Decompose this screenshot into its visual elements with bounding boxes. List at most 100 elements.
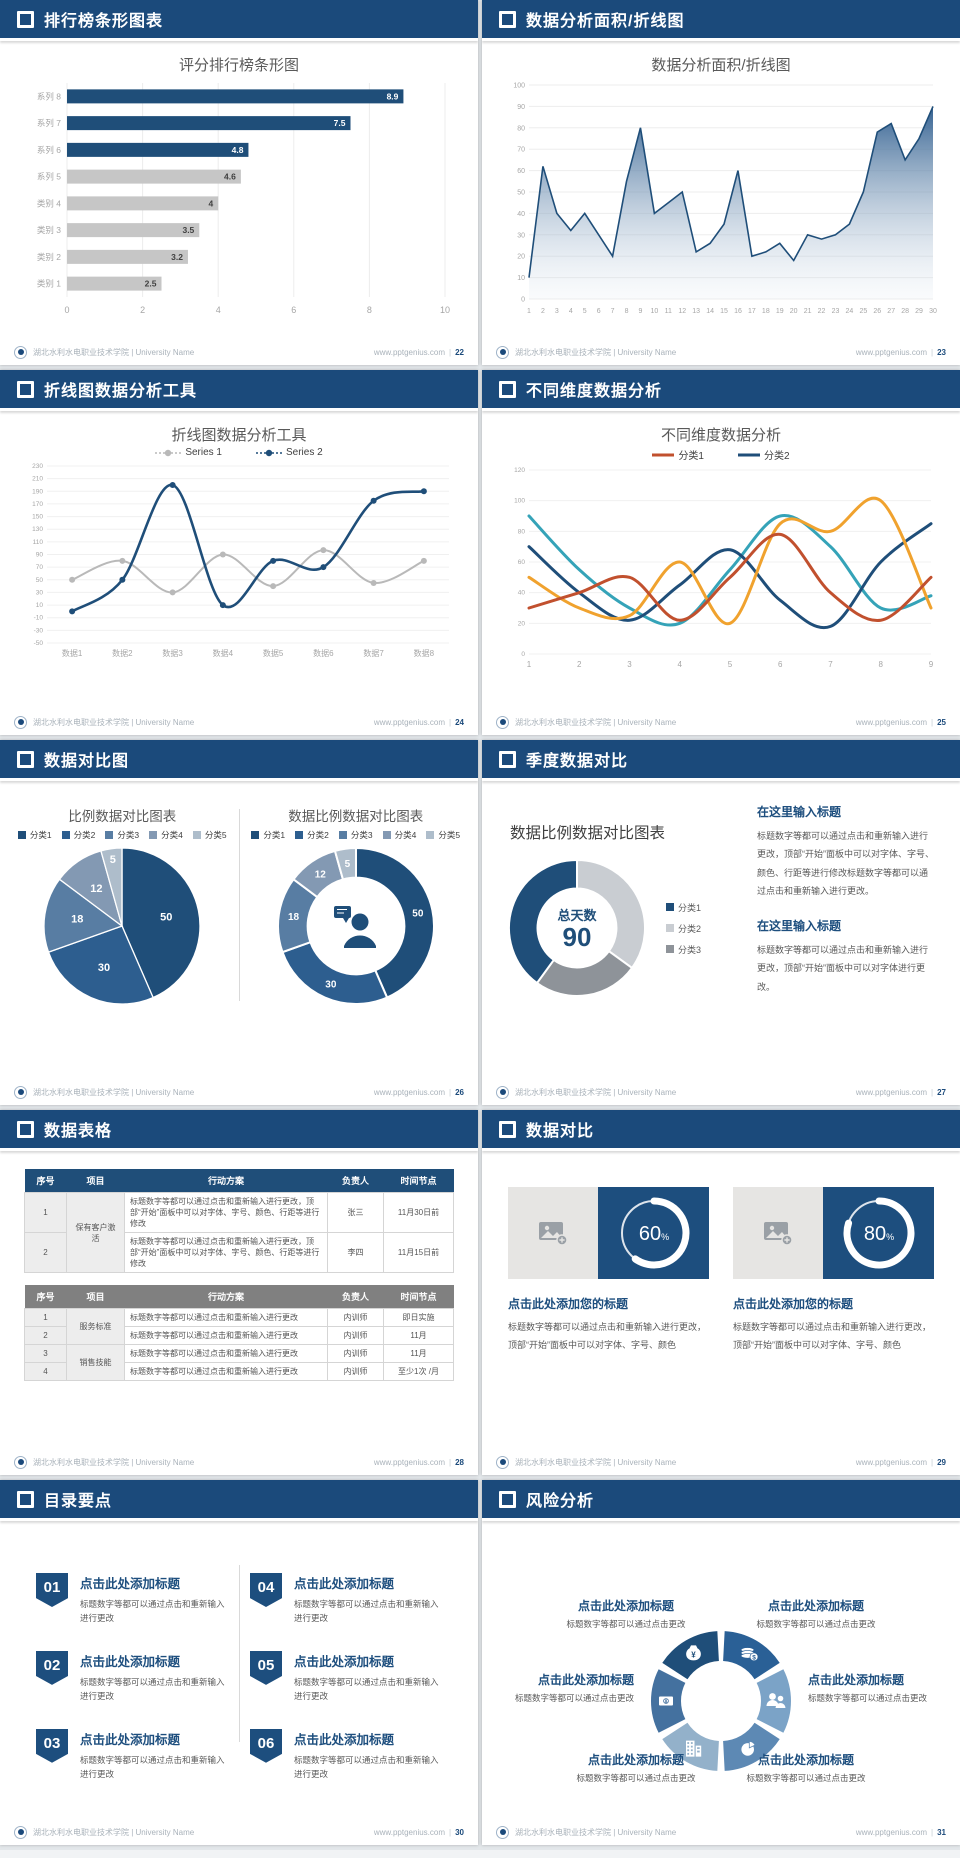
svg-text:24: 24 (846, 308, 854, 315)
page-number: 30 (455, 1827, 464, 1837)
slide-ranking-bar[interactable]: 排行榜条形图表 评分排行榜条形图 0 2 4 6 8 10 系列 8 8.9 系列 7 7.5 系列… (0, 0, 478, 365)
chart-legend: Series 1 Series 2 (0, 447, 478, 458)
svg-text:4: 4 (678, 660, 683, 669)
card-title: 点击此处添加您的标题 (508, 1297, 629, 1311)
svg-text:18: 18 (71, 914, 83, 926)
svg-text:210: 210 (32, 476, 43, 483)
slide-line-tool[interactable]: 折线图数据分析工具 折线图数据分析工具 Series 1 Series 2 230… (0, 370, 478, 735)
divider (238, 809, 240, 1001)
svg-text:3: 3 (555, 308, 559, 315)
svg-text:15: 15 (720, 308, 728, 315)
col-header: 时间节点 (383, 1285, 454, 1309)
square-bullet-icon (499, 1490, 516, 1508)
next-row-strip (0, 1850, 960, 1858)
card-title: 点击此处添加您的标题 (733, 1297, 854, 1311)
slide-progress-compare[interactable]: 数据对比 60% (482, 1110, 960, 1475)
progress-card: 80% 点击此处添加您的标题 标题数字等都可以通过点击和重新输入进行更改，顶部“… (733, 1187, 934, 1354)
coins-icon: $ (740, 1647, 759, 1661)
page-number: 25 (937, 717, 946, 727)
slide-title: 数据对比图 (44, 753, 130, 770)
svg-text:2: 2 (541, 308, 545, 315)
university-name: 湖北水利水电职业技术学院 | University Name (515, 347, 677, 357)
svg-text:90: 90 (36, 552, 44, 559)
website: www.pptgenius.com (855, 1087, 928, 1097)
slide-toc-points[interactable]: 目录要点 01 点击此处添加标题 标题数字等都可以通过点击和重新输入进行更改 0… (0, 1480, 478, 1845)
svg-text:23: 23 (832, 308, 840, 315)
number-badge: 06 (250, 1728, 282, 1763)
university-logo-icon (496, 715, 509, 729)
slide-footer: 湖北水利水电职业技术学院 | University Name www.pptge… (482, 709, 960, 735)
svg-text:30: 30 (98, 962, 110, 974)
risk-label: 点击此处添加标题 标题数字等都可以通过点击更改 (566, 1599, 686, 1629)
chart-title: 不同维度数据分析 (660, 427, 781, 444)
svg-text:数据3: 数据3 (162, 648, 183, 658)
pie-chart-icon (741, 1740, 756, 1756)
slide-multi-line[interactable]: 不同维度数据分析 不同维度数据分析 分类1 分类2 120 100 80 60 40 20 0… (482, 370, 960, 735)
slide-area-chart[interactable]: 数据分析面积/折线图 数据分析面积/折线图 0 10 20 30 40 50 60 70 80 9… (482, 0, 960, 365)
svg-text:2: 2 (577, 660, 582, 669)
svg-text:26: 26 (873, 308, 881, 315)
svg-text:70: 70 (36, 564, 44, 571)
legend-item: 分类4 (382, 829, 416, 841)
university-name: 湖北水利水电职业技术学院 | University Name (33, 347, 195, 357)
slide-data-tables[interactable]: 数据表格 序号 项目 行动方案 负责人 时间节点 1 保有客户激活 (0, 1110, 478, 1475)
university-logo-icon (496, 1455, 509, 1469)
col-header: 序号 (24, 1169, 67, 1193)
svg-text:20: 20 (518, 620, 526, 627)
card-body: 标题数字等都可以通过点击和重新输入进行更改，顶部“开始”面板中可以对字体、字号、… (508, 1322, 707, 1350)
svg-text:25: 25 (859, 308, 867, 315)
svg-text:-10: -10 (34, 615, 44, 622)
svg-text:¥: ¥ (664, 1699, 668, 1705)
toc-item: 01 点击此处添加标题 标题数字等都可以通过点击和重新输入进行更改 (36, 1573, 230, 1626)
risk-label: 点击此处添加标题 标题数字等都可以通过点击更改 (576, 1753, 696, 1783)
svg-text:8: 8 (625, 308, 629, 315)
slide-risk-analysis[interactable]: 风险分析 ¥ $ ¥ 点击此处添加标题 标题数字等都可以通过点击更改 点击此处添加标… (482, 1480, 960, 1845)
svg-text:1: 1 (527, 660, 532, 669)
svg-text:4.6: 4.6 (224, 172, 236, 182)
toc-title: 点击此处添加标题 (80, 1654, 181, 1669)
svg-text:90: 90 (563, 922, 592, 952)
toc-item: 05 点击此处添加标题 标题数字等都可以通过点击和重新输入进行更改 (250, 1650, 444, 1704)
block-body: 标题数字等都可以通过点击和重新输入进行更改，顶部“开始”面板中可以对字体进行更改… (757, 944, 929, 992)
legend-item: 分类5 (192, 829, 227, 841)
block-title: 在这里输入标题 (757, 918, 842, 933)
cash-icon: ¥ (659, 1696, 673, 1706)
svg-text:30: 30 (325, 979, 337, 990)
website: www.pptgenius.com (373, 1457, 446, 1467)
pie-chart: 50 30 18 12 5 (6, 841, 239, 1011)
slide-title: 数据分析面积/折线图 (526, 13, 685, 30)
svg-text:11: 11 (665, 308, 672, 315)
divider (239, 1565, 240, 1742)
legend-item: Series 1 (155, 447, 222, 458)
svg-text:8.9: 8.9 (387, 91, 399, 101)
svg-text:130: 130 (32, 526, 43, 533)
donut-panel: 数据比例数据对比图表 分类1 分类2 分类3 分类4 分类5 50 30 18 12 5 (240, 791, 473, 1011)
svg-text:50: 50 (36, 577, 44, 584)
legend-item: 分类1 (666, 901, 701, 914)
toc-item: 03 点击此处添加标题 标题数字等都可以通过点击和重新输入进行更改 (36, 1728, 230, 1782)
page-number: 27 (937, 1087, 946, 1097)
square-bullet-icon (499, 10, 516, 28)
toc-body: 标题数字等都可以通过点击和重新输入进行更改 (80, 1599, 225, 1624)
slide-pie-comparison[interactable]: 数据对比图 比例数据对比图表 分类1 分类2 分类3 分类4 分类5 50 30 18 12 5… (0, 740, 478, 1105)
svg-text:0: 0 (521, 651, 525, 658)
svg-text:6: 6 (291, 305, 296, 315)
university-name: 湖北水利水电职业技术学院 | University Name (515, 1827, 677, 1837)
line-chart: 230 210 190 170 150 130 110 90 70 50 30 10 -10 -30 -50… (0, 460, 478, 665)
svg-text:数据5: 数据5 (263, 648, 284, 658)
svg-text:13: 13 (692, 308, 700, 315)
legend-item: 分类2 (61, 829, 95, 841)
svg-text:-30: -30 (34, 627, 44, 634)
text-block: 在这里输入标题 标题数字等都可以通过点击和重新输入进行更改，顶部“开始”面板中可… (757, 917, 936, 996)
slide-quarter-compare[interactable]: 季度数据对比 数据比例数据对比图表 总天数 90 分类1 分类2 分类3 在这里输入标… (482, 740, 960, 1105)
chart-legend: 分类1 分类2 分类3 分类4 分类5 (6, 829, 239, 841)
svg-text:10: 10 (36, 602, 44, 609)
slide-header: 数据对比图 (0, 740, 478, 781)
action-table-blue: 序号 项目 行动方案 负责人 时间节点 1 保有客户激活 标题数字等都可以通过点… (24, 1169, 454, 1273)
chart-title: 数据比例数据对比图表 (288, 809, 424, 824)
university-logo-icon (14, 715, 27, 729)
website: www.pptgenius.com (855, 347, 928, 357)
toc-body: 标题数字等都可以通过点击和重新输入进行更改 (80, 1676, 225, 1702)
slide-footer: 湖北水利水电职业技术学院 | University Name www.pptge… (0, 1079, 478, 1105)
svg-text:20: 20 (790, 308, 798, 315)
